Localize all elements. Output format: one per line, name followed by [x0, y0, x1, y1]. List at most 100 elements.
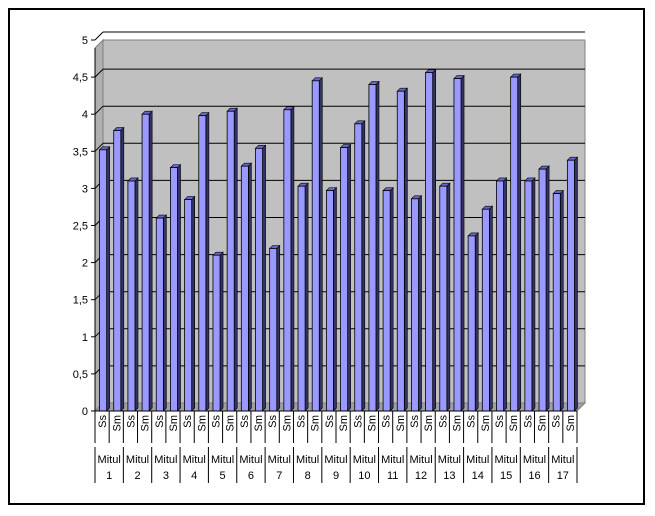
bar: [226, 110, 235, 412]
x-group-label-prefix: Mitul: [551, 454, 574, 466]
x-group-label-prefix: Mitul: [296, 454, 319, 466]
x-group-label-prefix: Mitul: [381, 454, 404, 466]
bar: [340, 147, 349, 412]
bar-side: [248, 162, 252, 412]
bar: [354, 123, 363, 412]
x-category-label: Sm: [140, 415, 152, 432]
x-category-label: Sm: [537, 415, 549, 432]
bar-side: [503, 177, 507, 412]
bar-side: [460, 74, 465, 412]
x-group-label-prefix: Mitul: [154, 454, 177, 466]
bar-side: [347, 143, 351, 412]
x-category-label: Ss: [466, 415, 478, 428]
x-category-label: Sm: [168, 415, 180, 432]
bar-side: [233, 107, 238, 412]
bar-side: [134, 177, 139, 412]
bar-side: [404, 87, 408, 412]
bar-side: [574, 156, 578, 412]
bar: [184, 199, 193, 412]
bar-side: [262, 144, 266, 412]
y-tick-label: 5: [82, 35, 88, 47]
bar-side: [177, 163, 181, 412]
bar: [113, 130, 122, 412]
x-group-label-number: 11: [387, 470, 398, 482]
x-category-labels: Ss Sm Ss Sm Ss Sm Ss Sm Ss Sm Ss Sm Ss Sm Ss Sm Ss Sm Ss Sm…: [94, 411, 578, 443]
x-category-label: Sm: [111, 415, 123, 432]
x-category-label: Ss: [352, 415, 364, 428]
x-group-labels: Mitul 1 Mitul 2 Mitul 3 Mitul 4 Mitul 5 Mitul 6 Mitu…: [94, 447, 578, 483]
x-group-label-number: 4: [191, 470, 197, 482]
bar-side: [205, 111, 210, 412]
y-tick-label: 0: [82, 406, 88, 418]
bar-side: [276, 244, 281, 412]
bar: [240, 165, 249, 412]
x-category-label: Sm: [310, 415, 322, 432]
bar-side: [333, 186, 337, 412]
bar-side: [191, 195, 195, 412]
bar-side: [290, 106, 295, 412]
bar: [297, 185, 306, 412]
x-group-label-prefix: Mitul: [324, 454, 347, 466]
x-category-label: Ss: [381, 415, 393, 428]
bar: [269, 248, 278, 412]
x-category-label: Sm: [508, 415, 520, 432]
bar: [496, 180, 504, 412]
x-group-label-prefix: Mitul: [126, 454, 149, 466]
bar-side: [531, 177, 536, 412]
bar: [155, 217, 164, 412]
x-category-label: Sm: [395, 415, 407, 432]
x-group-label-prefix: Mitul: [268, 454, 291, 466]
bar: [127, 180, 136, 412]
bar-side: [474, 232, 479, 412]
bar-side: [517, 73, 522, 412]
x-group-label-prefix: Mitul: [523, 454, 546, 466]
x-group-label-number: 9: [333, 470, 339, 482]
x-group-label-number: 10: [358, 470, 370, 482]
bar: [524, 180, 533, 412]
bar: [255, 147, 263, 412]
bar: [411, 198, 419, 412]
x-group-label-prefix: Mitul: [438, 454, 461, 466]
x-category-label: Ss: [211, 415, 223, 428]
y-tick-label: 0,5: [73, 369, 88, 381]
x-group-label-number: 2: [134, 470, 140, 482]
x-group-label-number: 3: [163, 470, 169, 482]
x-group-label-number: 17: [557, 470, 569, 482]
x-category-label: Ss: [551, 415, 563, 428]
bar-side: [163, 214, 167, 412]
bar-side: [148, 110, 153, 412]
y-tick-label: 2: [82, 258, 88, 270]
x-group-label-prefix: Mitul: [98, 454, 121, 466]
x-category-label: Ss: [522, 415, 534, 428]
x-group-label-number: 8: [305, 470, 311, 482]
x-group-label-number: 7: [276, 470, 282, 482]
x-group-label-number: 12: [415, 470, 427, 482]
bar-side: [304, 182, 309, 412]
gridline-side: [94, 68, 104, 78]
bar: [212, 254, 221, 412]
y-tick-label: 3: [82, 183, 88, 195]
x-category-label: Ss: [409, 415, 421, 428]
bar: [439, 185, 448, 412]
x-category-label: Sm: [253, 415, 265, 432]
x-category-label: Ss: [437, 415, 449, 428]
bar: [566, 159, 575, 412]
x-category-label: Sm: [423, 415, 435, 432]
y-tick-labels: 0 0,5 1 1,5 2 2,5 3 3,5 4 4,5 5: [73, 35, 88, 418]
x-category-label: Sm: [480, 415, 492, 432]
x-group-label-prefix: Mitul: [211, 454, 234, 466]
x-category-label: Sm: [281, 415, 293, 432]
x-category-label: Ss: [324, 415, 336, 428]
bar: [325, 190, 334, 412]
bar-side: [489, 205, 493, 412]
bar: [311, 80, 320, 412]
bar-side: [446, 182, 451, 412]
bar-side: [432, 68, 436, 412]
x-group-label-prefix: Mitul: [409, 454, 432, 466]
y-tick-label: 1,5: [73, 295, 88, 307]
bar: [510, 76, 519, 412]
x-category-label: Ss: [296, 415, 308, 428]
bar: [481, 208, 490, 412]
x-category-label: Ss: [125, 415, 137, 428]
bar: [141, 113, 150, 412]
